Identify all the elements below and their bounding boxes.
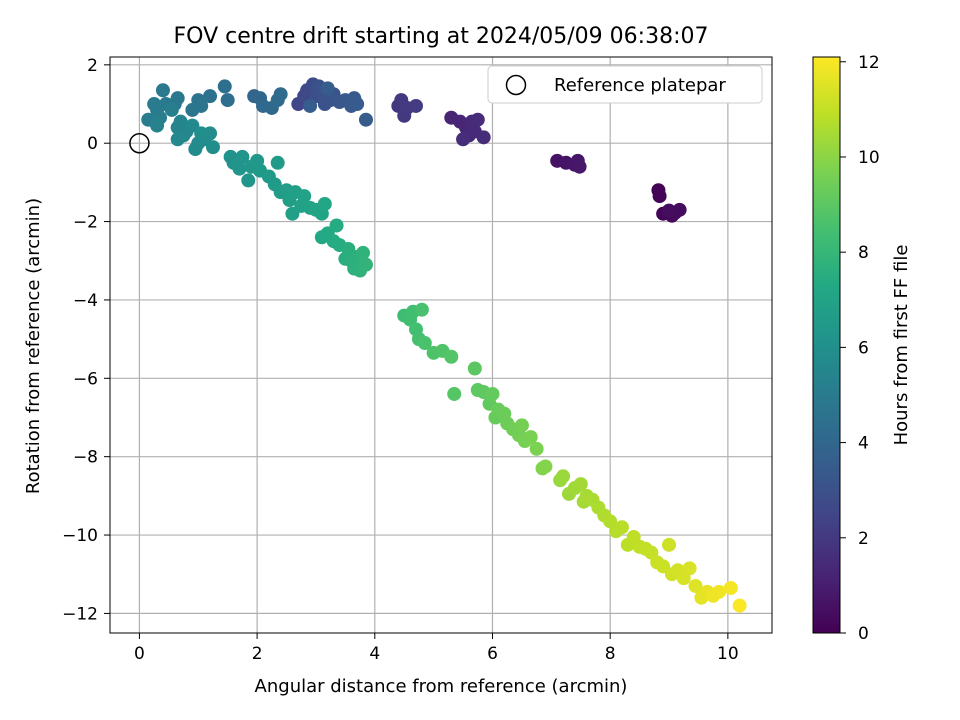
y-tick-label: 2: [87, 56, 98, 76]
data-point: [273, 87, 288, 102]
data-point: [470, 112, 485, 127]
legend: Reference platepar: [487, 65, 763, 104]
x-axis-label: Angular distance from reference (arcmin): [255, 676, 628, 697]
y-axis-label: Rotation from reference (arcmin): [23, 198, 44, 494]
data-point: [217, 79, 232, 94]
data-point: [573, 477, 588, 492]
data-point: [164, 102, 179, 117]
data-point: [523, 430, 538, 445]
data-point: [682, 561, 697, 576]
data-point: [662, 537, 677, 552]
data-point: [476, 130, 491, 145]
data-point: [652, 189, 667, 204]
legend-entry-reference-platepar: Reference platepar: [554, 75, 726, 96]
x-axis-ticks: 0 2 4 6 8 10: [134, 633, 739, 664]
data-point: [220, 93, 235, 108]
data-point: [205, 140, 220, 155]
x-tick-label: 6: [487, 644, 498, 664]
data-point: [614, 520, 629, 535]
data-point: [444, 349, 459, 364]
plot-area: 0 2 4 6 8 10 2 0 −2 −4 −6 −8 −10 −12: [62, 56, 773, 664]
data-point: [203, 89, 218, 104]
x-tick-label: 4: [369, 644, 380, 664]
data-point: [356, 245, 371, 260]
colorbar-tick-label: 0: [858, 624, 869, 644]
data-point: [447, 386, 462, 401]
data-point: [232, 161, 247, 176]
data-point: [194, 126, 209, 141]
data-point: [456, 132, 471, 147]
data-point: [572, 159, 587, 174]
data-point: [317, 196, 332, 211]
data-point: [155, 83, 170, 98]
data-point: [712, 584, 727, 599]
data-point: [662, 203, 677, 218]
data-point: [170, 132, 185, 147]
colorbar: 0 2 4 6 8 10 12 Hours from first FF file: [812, 53, 912, 644]
colorbar-tick-label: 2: [858, 529, 869, 549]
colorbar-tick-label: 8: [858, 243, 869, 263]
data-point: [270, 155, 285, 170]
y-tick-label: −4: [73, 291, 98, 311]
data-point: [185, 102, 200, 117]
data-point: [320, 81, 335, 96]
data-point: [485, 386, 500, 401]
y-tick-label: −12: [62, 604, 98, 624]
data-point: [529, 441, 544, 456]
data-point: [350, 97, 365, 112]
gridlines: [110, 57, 772, 633]
y-tick-label: −10: [62, 526, 98, 546]
colorbar-label: Hours from first FF file: [891, 245, 912, 446]
chart-title: FOV centre drift starting at 2024/05/09 …: [174, 24, 709, 49]
data-point: [408, 98, 423, 113]
data-point: [723, 580, 738, 595]
data-point: [414, 302, 429, 317]
data-point: [188, 142, 203, 157]
data-point: [417, 336, 432, 351]
y-tick-label: −8: [73, 448, 98, 468]
data-point: [147, 97, 162, 112]
data-point: [241, 173, 256, 188]
data-point: [150, 118, 165, 133]
x-tick-label: 10: [717, 644, 739, 664]
legend-marker-icon: [505, 74, 527, 96]
x-tick-label: 8: [605, 644, 616, 664]
data-point: [556, 469, 571, 484]
data-point: [303, 98, 318, 113]
data-point: [358, 112, 373, 127]
colorbar-ticks: 0 2 4 6 8 10 12: [840, 53, 880, 644]
y-axis-ticks: 2 0 −2 −4 −6 −8 −10 −12: [62, 56, 110, 624]
data-point: [297, 189, 312, 204]
colorbar-gradient: [812, 56, 841, 634]
x-tick-label: 2: [252, 644, 263, 664]
y-tick-label: −6: [73, 369, 98, 389]
legend-box: [487, 65, 763, 104]
y-tick-label: 0: [87, 134, 98, 154]
data-point: [688, 578, 703, 593]
y-tick-label: −2: [73, 213, 98, 233]
colorbar-tick-label: 6: [858, 338, 869, 358]
reference-platepar-marker: [129, 132, 150, 154]
colorbar-tick-label: 4: [858, 434, 869, 454]
data-point: [467, 361, 482, 376]
data-points: [141, 77, 747, 613]
x-tick-label: 0: [134, 644, 145, 664]
data-point: [358, 257, 373, 272]
data-point: [672, 202, 687, 217]
data-point: [538, 459, 553, 474]
colorbar-tick-label: 10: [858, 148, 880, 168]
data-point: [732, 598, 747, 613]
data-point: [235, 149, 250, 164]
plot-frame: [109, 56, 773, 634]
data-point: [329, 218, 344, 233]
colorbar-tick-label: 12: [858, 53, 880, 73]
data-point: [514, 418, 529, 433]
